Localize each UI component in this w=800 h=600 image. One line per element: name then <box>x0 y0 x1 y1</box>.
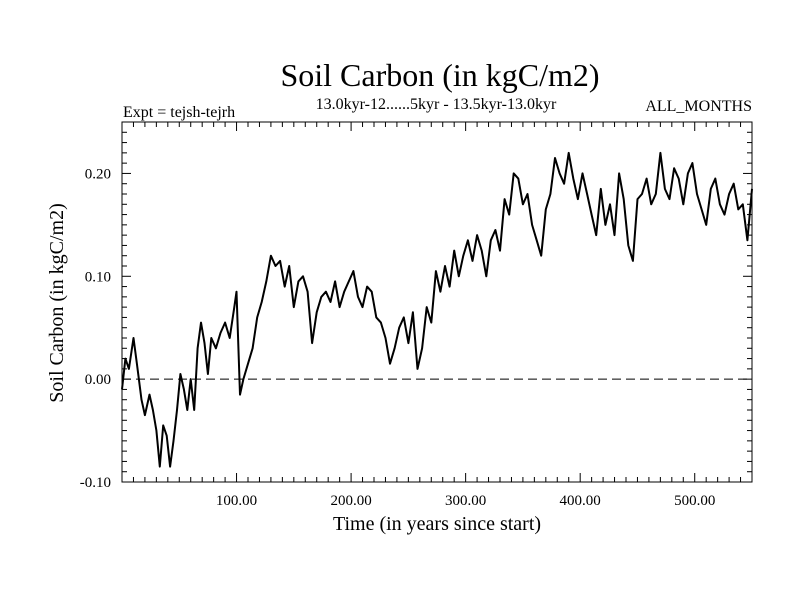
y-tick-label: 0.00 <box>85 372 111 388</box>
x-axis-label: Time (in years since start) <box>333 513 541 535</box>
experiment-label: Expt = tejsh-tejrh <box>123 104 235 121</box>
chart-subtitle: 13.0kyr-12......5kyr - 13.5kyr-13.0kyr <box>316 96 557 113</box>
x-tick-label: 400.00 <box>560 493 601 509</box>
x-tick-label: 100.00 <box>216 493 257 509</box>
months-label: ALL_MONTHS <box>645 98 752 115</box>
y-tick-label: 0.20 <box>85 166 111 182</box>
x-tick-label: 200.00 <box>330 493 371 509</box>
x-tick-label: 300.00 <box>445 493 486 509</box>
axes: 100.00 200.00 300.00 400.00 500.00 -0.10 0.00 0… <box>80 122 752 509</box>
y-tick-label: -0.10 <box>80 475 111 491</box>
y-tick-label: 0.10 <box>85 269 111 285</box>
soil-carbon-line <box>121 151 753 468</box>
data-series <box>121 151 753 468</box>
y-axis-label: Soil Carbon (in kgC/m2) <box>46 203 68 402</box>
plot-frame <box>121 121 753 483</box>
chart-title: Soil Carbon (in kgC/m2) <box>280 57 599 93</box>
x-tick-label: 500.00 <box>674 493 715 509</box>
